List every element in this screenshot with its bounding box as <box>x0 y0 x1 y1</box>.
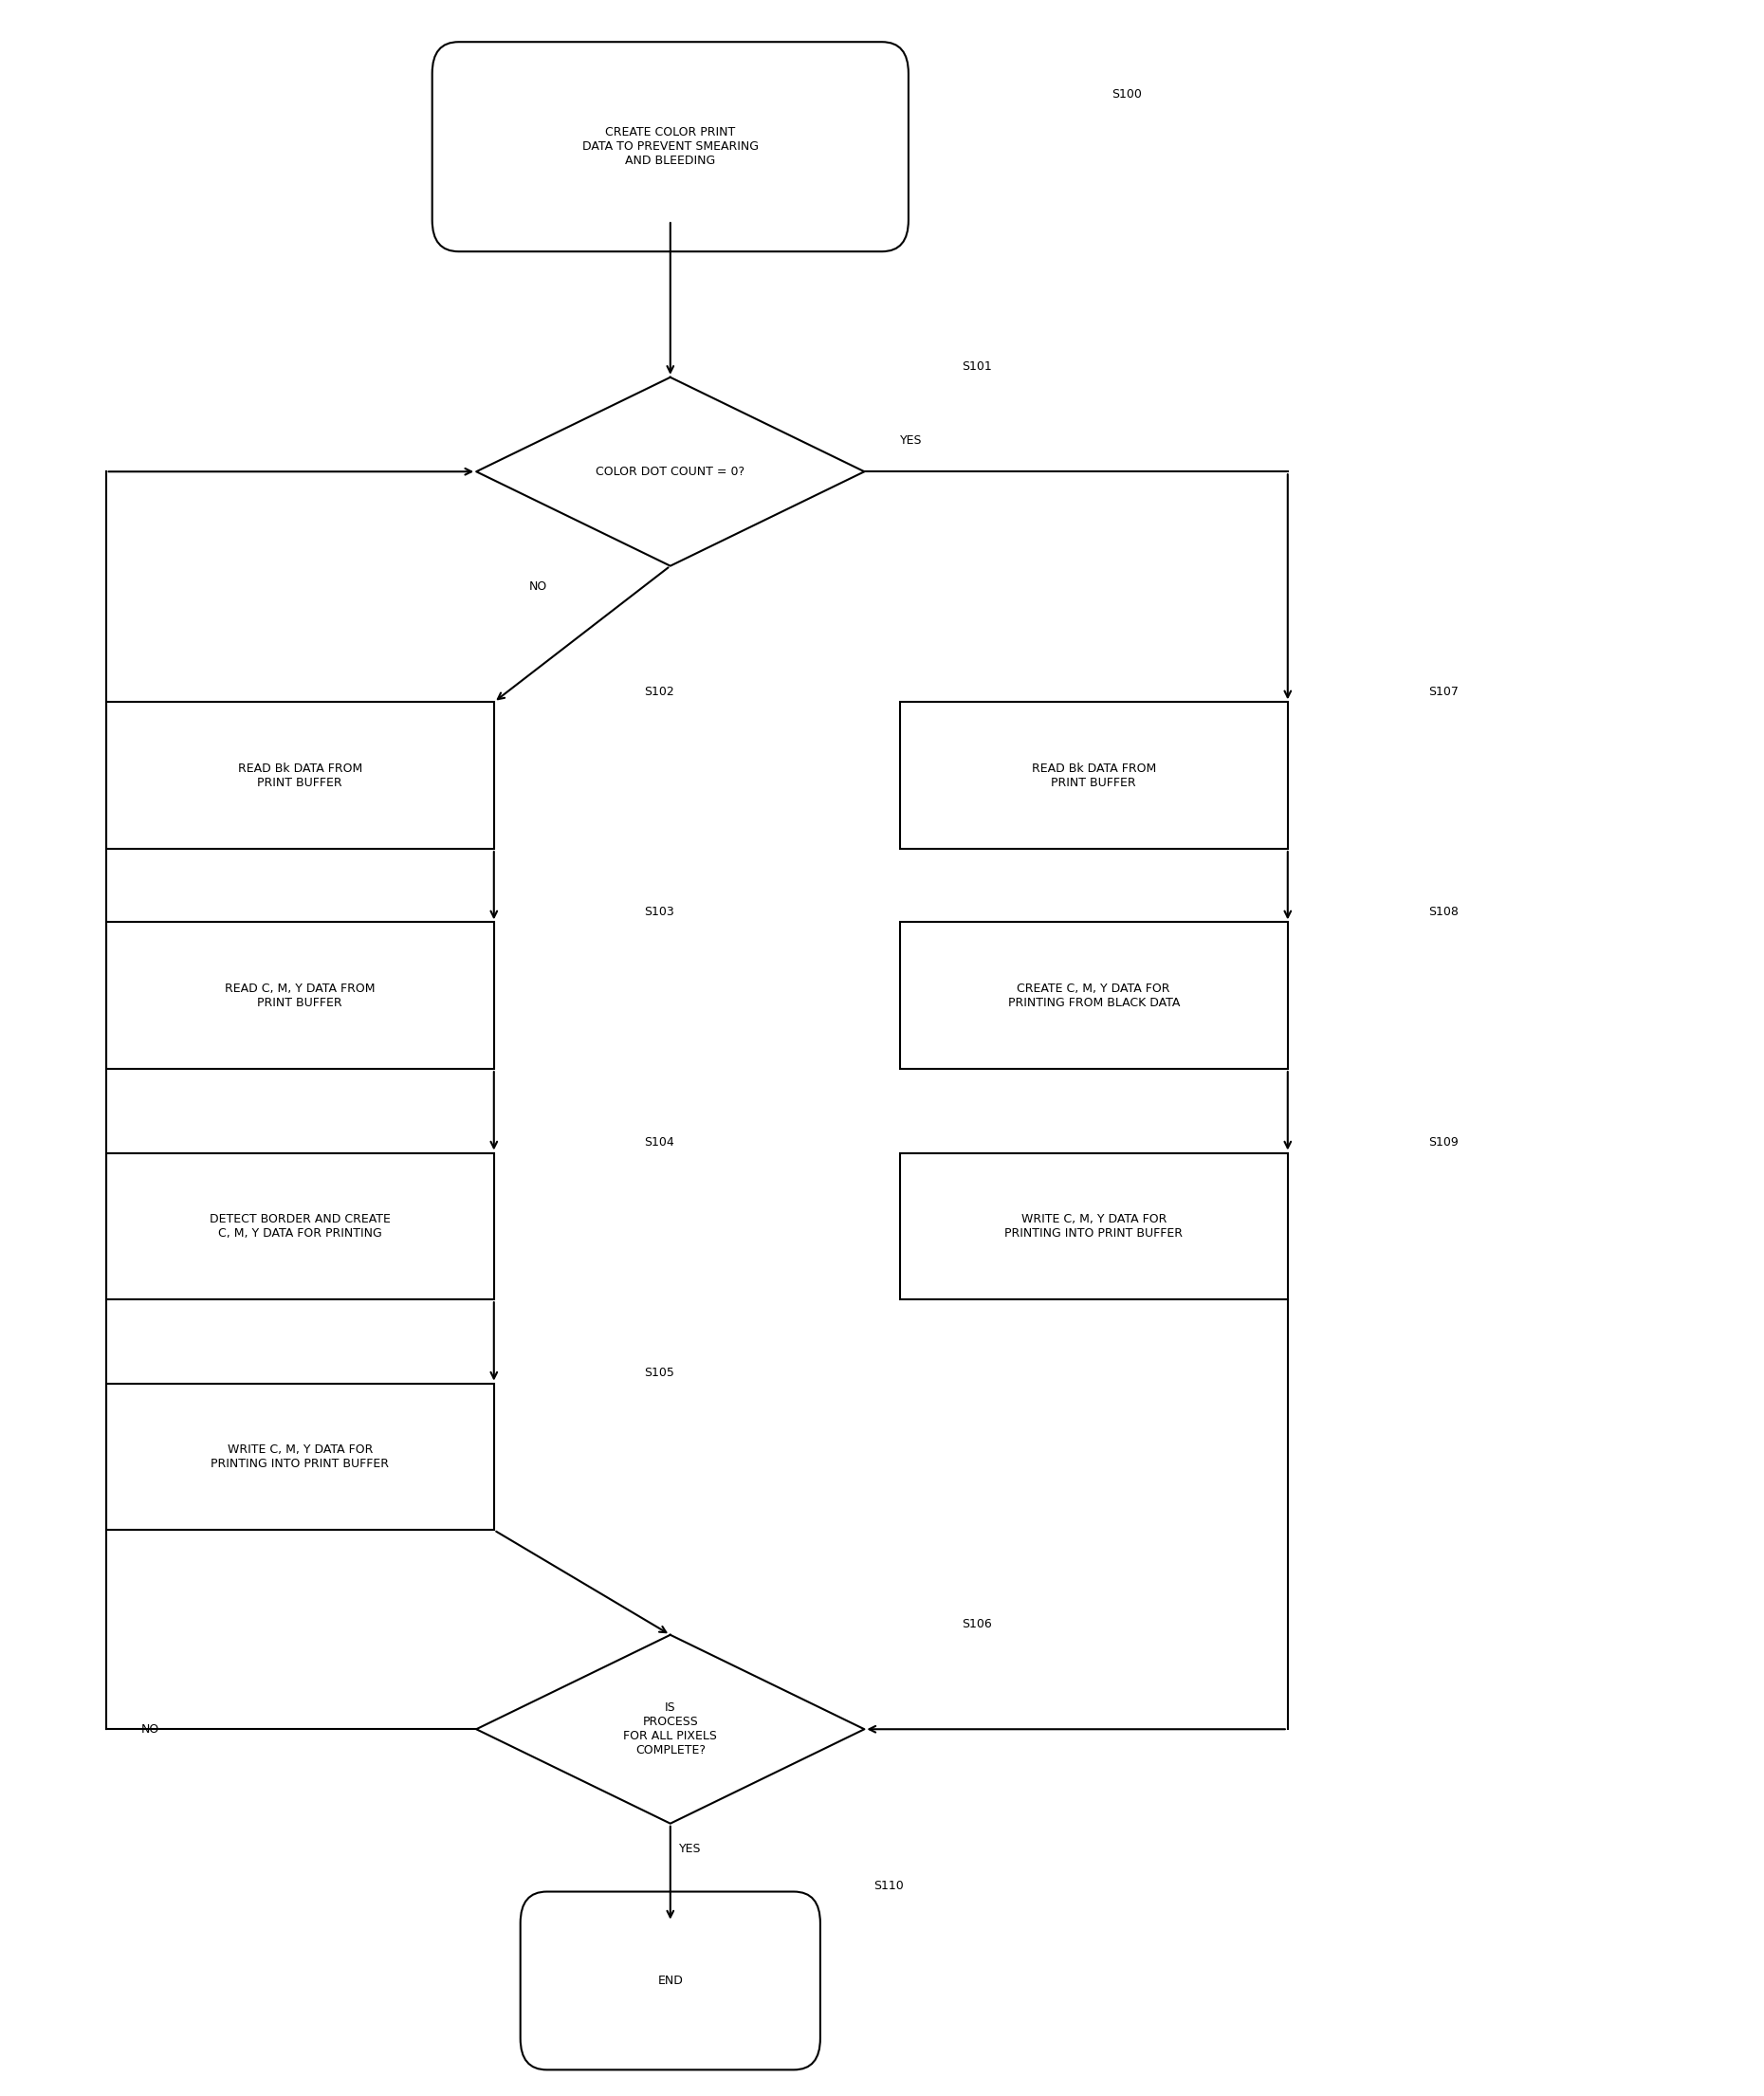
Text: S109: S109 <box>1429 1136 1459 1149</box>
Text: S105: S105 <box>644 1367 674 1379</box>
Text: S110: S110 <box>873 1880 903 1893</box>
Text: DETECT BORDER AND CREATE
C, M, Y DATA FOR PRINTING: DETECT BORDER AND CREATE C, M, Y DATA FO… <box>210 1214 390 1239</box>
Text: YES: YES <box>900 434 923 446</box>
Bar <box>106 1153 494 1300</box>
FancyBboxPatch shape <box>432 42 908 252</box>
Text: NO: NO <box>141 1723 159 1735</box>
Text: S106: S106 <box>961 1618 991 1631</box>
FancyBboxPatch shape <box>520 1891 820 2071</box>
Text: READ Bk DATA FROM
PRINT BUFFER: READ Bk DATA FROM PRINT BUFFER <box>1032 763 1155 788</box>
Text: S107: S107 <box>1429 685 1459 698</box>
Text: YES: YES <box>679 1842 702 1855</box>
Text: READ Bk DATA FROM
PRINT BUFFER: READ Bk DATA FROM PRINT BUFFER <box>238 763 362 788</box>
Bar <box>106 922 494 1069</box>
Text: S101: S101 <box>961 361 991 373</box>
Bar <box>106 1383 494 1530</box>
Bar <box>900 1153 1288 1300</box>
Text: END: END <box>658 1974 683 1987</box>
Text: CREATE COLOR PRINT
DATA TO PREVENT SMEARING
AND BLEEDING: CREATE COLOR PRINT DATA TO PREVENT SMEAR… <box>582 126 759 168</box>
Text: S102: S102 <box>644 685 674 698</box>
Bar <box>900 922 1288 1069</box>
Text: WRITE C, M, Y DATA FOR
PRINTING INTO PRINT BUFFER: WRITE C, M, Y DATA FOR PRINTING INTO PRI… <box>210 1444 390 1469</box>
Text: NO: NO <box>529 581 547 593</box>
Text: S103: S103 <box>644 905 674 918</box>
Text: S104: S104 <box>644 1136 674 1149</box>
Bar <box>900 702 1288 849</box>
Bar <box>106 702 494 849</box>
Text: WRITE C, M, Y DATA FOR
PRINTING INTO PRINT BUFFER: WRITE C, M, Y DATA FOR PRINTING INTO PRI… <box>1004 1214 1184 1239</box>
Text: S100: S100 <box>1111 88 1141 101</box>
Text: CREATE C, M, Y DATA FOR
PRINTING FROM BLACK DATA: CREATE C, M, Y DATA FOR PRINTING FROM BL… <box>1007 983 1180 1008</box>
Text: IS
PROCESS
FOR ALL PIXELS
COMPLETE?: IS PROCESS FOR ALL PIXELS COMPLETE? <box>623 1702 718 1756</box>
Text: READ C, M, Y DATA FROM
PRINT BUFFER: READ C, M, Y DATA FROM PRINT BUFFER <box>224 983 376 1008</box>
Polygon shape <box>476 377 864 566</box>
Polygon shape <box>476 1635 864 1824</box>
Text: S108: S108 <box>1429 905 1459 918</box>
Text: COLOR DOT COUNT = 0?: COLOR DOT COUNT = 0? <box>596 465 744 478</box>
